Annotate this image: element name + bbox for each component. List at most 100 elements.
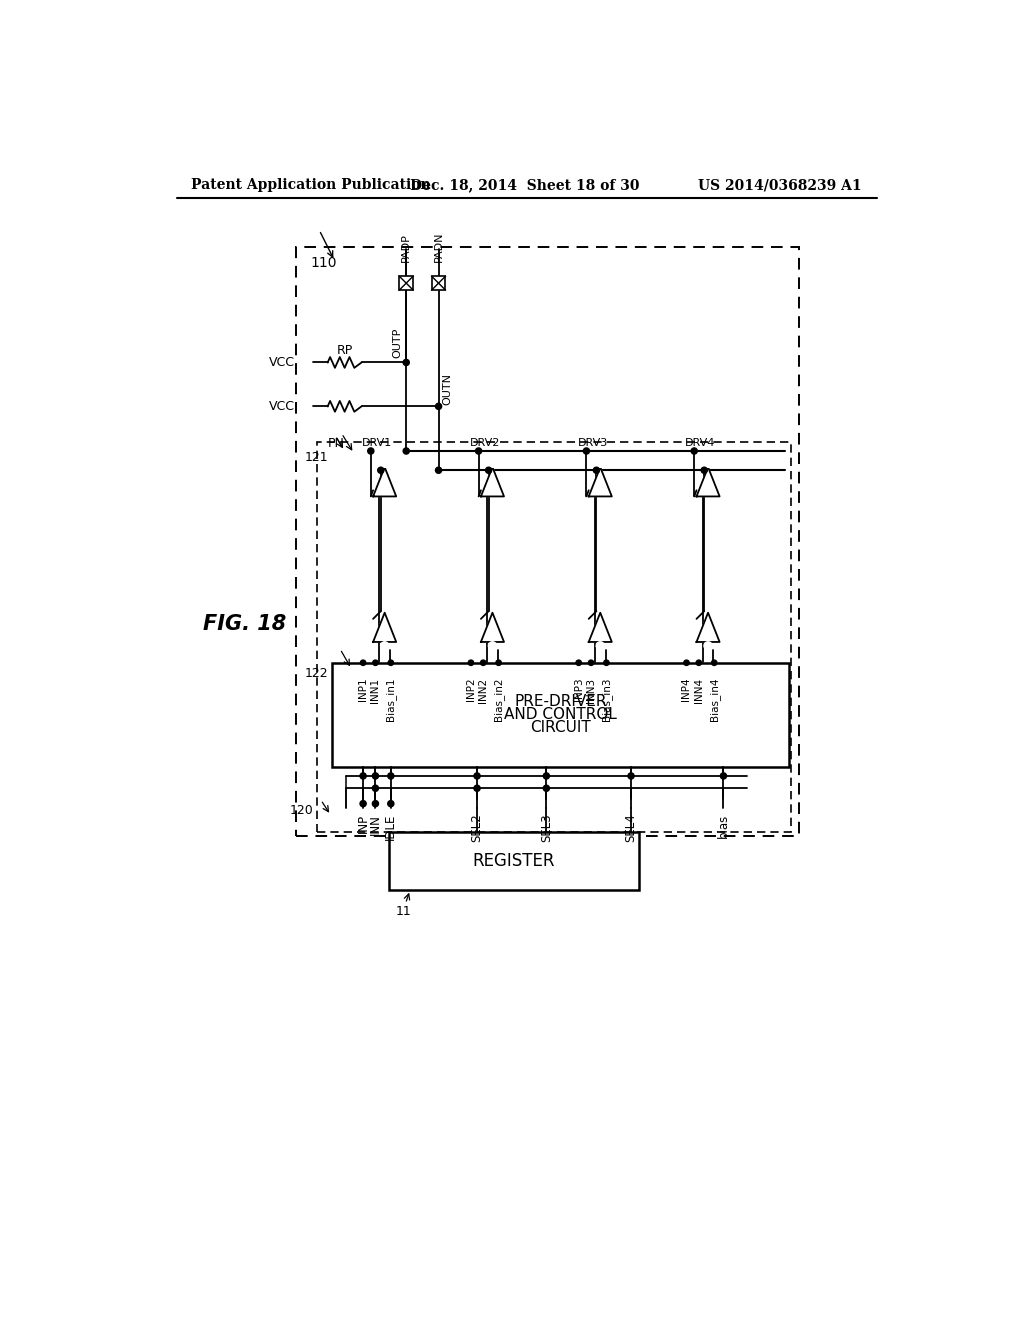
Circle shape [544,774,550,779]
Circle shape [388,800,394,807]
Text: INN: INN [369,813,382,834]
Text: VCC: VCC [269,356,295,370]
Text: DRV4: DRV4 [685,438,716,449]
Circle shape [496,660,502,665]
Circle shape [488,459,497,467]
Text: AND CONTROL: AND CONTROL [504,708,617,722]
Bar [335,451,419,659]
Text: INN4: INN4 [694,677,703,702]
Text: PRE-DRIVER: PRE-DRIVER [514,694,607,709]
Circle shape [696,660,701,665]
Circle shape [544,785,550,792]
Circle shape [628,774,634,779]
Text: DRV2: DRV2 [470,438,500,449]
Text: INP1: INP1 [358,677,368,701]
Text: INN2: INN2 [478,677,488,702]
Polygon shape [481,467,504,496]
Circle shape [360,774,367,779]
Text: SEL2: SEL2 [471,813,483,842]
Text: INN3: INN3 [586,677,596,702]
Text: REGISTER: REGISTER [472,851,555,870]
Circle shape [388,774,394,779]
Circle shape [474,785,480,792]
Circle shape [368,447,374,454]
Bar [432,276,445,290]
Circle shape [373,660,378,665]
Circle shape [468,660,473,665]
Bar [333,447,788,663]
Text: SEL3: SEL3 [540,813,553,842]
Circle shape [705,459,712,467]
Polygon shape [696,467,720,496]
Bar [658,451,742,659]
Circle shape [360,800,367,807]
Circle shape [589,660,594,665]
Circle shape [301,401,311,412]
Bar [316,442,792,832]
Polygon shape [696,612,720,642]
Text: Bias_in2: Bias_in2 [494,677,504,721]
Text: IDLE: IDLE [384,813,397,840]
Polygon shape [373,612,396,642]
Text: FIG. 18: FIG. 18 [203,614,286,634]
Circle shape [360,660,366,665]
Text: 11: 11 [396,906,412,919]
Text: bias: bias [717,813,730,838]
Circle shape [596,642,604,649]
Text: Bias_in1: Bias_in1 [385,677,396,721]
Polygon shape [589,467,611,496]
Circle shape [720,774,727,779]
Polygon shape [373,467,396,496]
Text: CIRCUIT: CIRCUIT [530,721,591,735]
Circle shape [301,358,311,368]
Polygon shape [589,612,611,642]
Bar [388,832,639,890]
Bar [442,451,527,659]
Circle shape [596,459,604,467]
Circle shape [584,447,590,454]
Text: INP4: INP4 [682,677,691,701]
Circle shape [435,404,441,409]
Text: DRV3: DRV3 [578,438,607,449]
Circle shape [381,642,388,649]
Text: INP2: INP2 [466,677,476,701]
Text: PN: PN [328,437,344,450]
Text: OUTP: OUTP [392,327,402,359]
Text: Dec. 18, 2014  Sheet 18 of 30: Dec. 18, 2014 Sheet 18 of 30 [410,178,640,193]
Text: Patent Application Publication: Patent Application Publication [190,178,430,193]
Text: SEL4: SEL4 [625,813,638,842]
Circle shape [403,359,410,366]
Circle shape [475,447,481,454]
Text: 120: 120 [290,804,313,817]
Text: INN1: INN1 [371,677,381,702]
Bar [296,247,799,836]
Text: 122: 122 [305,667,329,680]
Circle shape [593,467,599,474]
Bar [550,451,635,659]
Circle shape [403,447,410,454]
Circle shape [480,660,486,665]
Circle shape [373,774,379,779]
Text: 121: 121 [305,451,329,465]
Text: INP: INP [356,813,370,833]
Bar [333,663,788,767]
Circle shape [373,800,379,807]
Text: 110: 110 [310,256,337,271]
Text: INP3: INP3 [573,677,584,701]
Circle shape [577,660,582,665]
Circle shape [381,459,388,467]
Circle shape [691,447,697,454]
Circle shape [488,642,497,649]
Polygon shape [481,612,504,642]
Text: Bias_in4: Bias_in4 [709,677,720,721]
Circle shape [474,774,480,779]
Text: DRV1: DRV1 [361,438,392,449]
Circle shape [712,660,717,665]
Text: VCC: VCC [269,400,295,413]
Bar [399,276,413,290]
Circle shape [378,467,384,474]
Circle shape [604,660,609,665]
Text: OUTN: OUTN [442,374,453,405]
Circle shape [485,467,492,474]
Circle shape [388,660,393,665]
